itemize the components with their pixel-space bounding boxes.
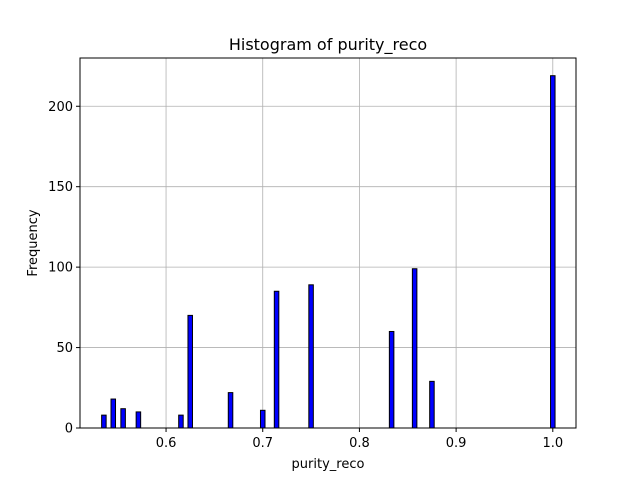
histogram-bar (273, 290, 280, 429)
histogram-bar (388, 330, 395, 429)
histogram-bar (227, 392, 234, 429)
y-tick-label: 50 (56, 341, 73, 356)
histogram-bar (308, 284, 314, 429)
y-tick-label: 200 (48, 100, 73, 115)
chart-title: Histogram of purity_reco (229, 35, 427, 55)
histogram-bar (120, 408, 126, 429)
histogram-bar (429, 380, 435, 429)
y-tick-label: 0 (65, 422, 73, 437)
histogram-bar (101, 414, 107, 429)
x-tick-label: 0.8 (349, 436, 370, 451)
y-axis-label: Frequency (26, 209, 41, 276)
x-axis-label: purity_reco (292, 457, 365, 472)
y-tick-label: 150 (48, 180, 73, 195)
y-tick-label: 100 (48, 261, 73, 276)
plot-frame (79, 57, 577, 429)
histogram-bar (135, 411, 142, 429)
histogram-bar (411, 268, 418, 429)
x-tick-label: 1.0 (542, 436, 563, 451)
x-tick-label: 0.7 (252, 436, 273, 451)
histogram-bar (110, 398, 117, 429)
x-tick-label: 0.9 (446, 436, 467, 451)
histogram-bar (178, 414, 184, 429)
histogram-bar (187, 314, 193, 429)
bars (101, 75, 556, 429)
x-tick-label: 0.6 (156, 436, 177, 451)
ticks: 0.6 0.7 0.8 0.9 1.0 0 50 100 150 200 (48, 100, 563, 451)
histogram-bar (259, 409, 266, 429)
histogram-bar (550, 75, 556, 429)
